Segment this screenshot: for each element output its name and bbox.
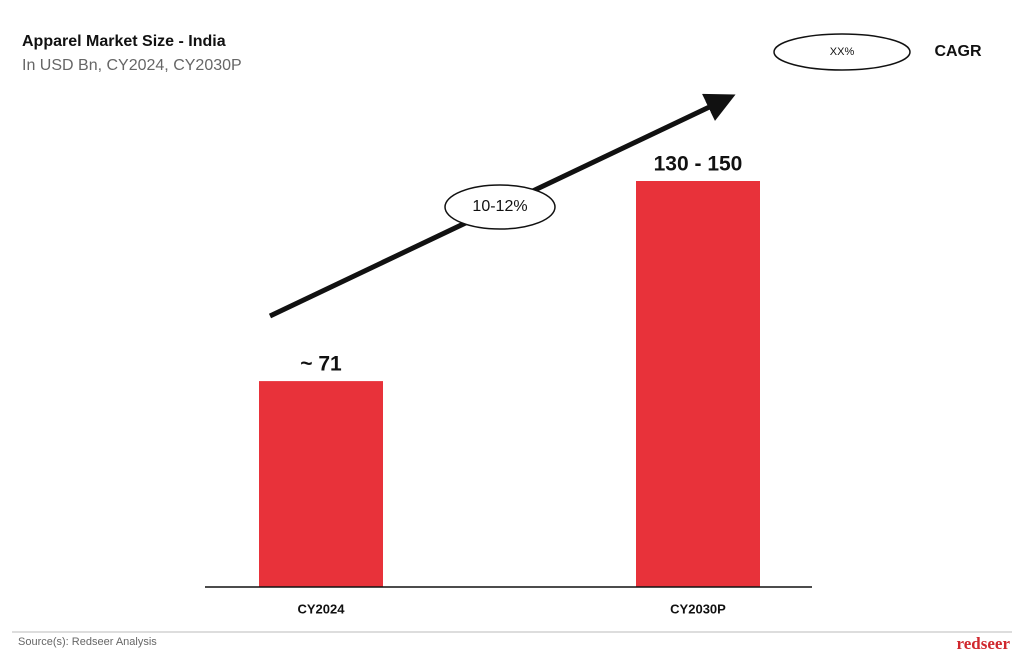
growth-bubble	[444, 184, 556, 230]
legend-label: CAGR	[934, 43, 982, 60]
chart-title: Apparel Market Size - India	[22, 33, 226, 50]
value-label: ~ 71	[300, 353, 342, 376]
growth-annotation: 10-12%	[472, 198, 527, 215]
legend-symbol	[773, 33, 911, 71]
x-tick-label: CY2030P	[670, 601, 726, 616]
plot: ~ 71 CY2024 130 - 150 CY2030P	[259, 153, 760, 616]
value-label: 130 - 150	[654, 153, 743, 176]
chart-subtitle: In USD Bn, CY2024, CY2030P	[22, 57, 242, 74]
bar	[636, 181, 760, 587]
logo: redseer	[957, 634, 1011, 653]
x-tick-label: CY2024	[298, 601, 346, 616]
source: Source(s): Redseer Analysis	[18, 636, 157, 648]
bar	[259, 381, 383, 587]
legend-symbol-text: XX%	[830, 46, 855, 58]
